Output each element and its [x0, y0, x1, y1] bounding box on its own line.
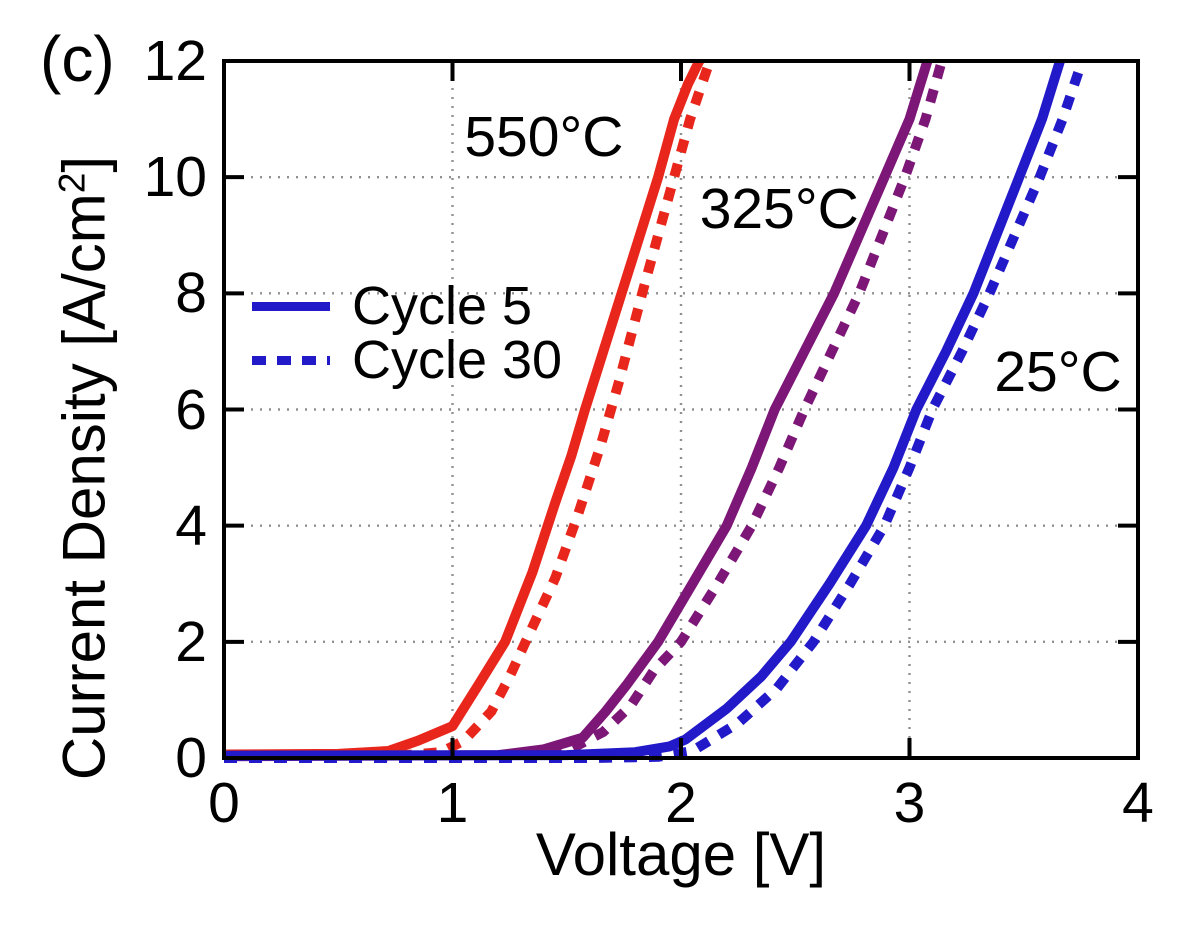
x-tick-label-2: 2 — [665, 771, 697, 835]
y-tick-label-10: 10 — [143, 145, 207, 210]
legend-label-cycle30: Cycle 30 — [352, 330, 563, 390]
y-tick-label-0: 0 — [175, 726, 207, 790]
x-tick-label-4: 4 — [1122, 771, 1154, 835]
x-axis-title: Voltage [V] — [535, 821, 827, 888]
annotation-25-c: 25°C — [994, 339, 1122, 404]
x-tick-label-3: 3 — [893, 771, 926, 835]
x-tick-label-0: 0 — [208, 771, 240, 835]
y-tick-label-12: 12 — [143, 29, 207, 93]
panel-label: (c) — [40, 23, 115, 95]
y-axis-title: Current Density [A/cm2] — [50, 156, 119, 780]
y-axis-title-close: ] — [50, 155, 118, 173]
y-axis-title-superscript: 2 — [50, 172, 93, 194]
x-tick-label-1: 1 — [436, 771, 469, 835]
curve-25-c-cycle-5 — [224, 61, 1066, 761]
legend-solid-line-swatch — [252, 301, 330, 311]
y-axis-title-main: Current Density [A/cm — [50, 193, 118, 781]
y-tick-label-6: 6 — [175, 377, 207, 442]
legend-dashed-line-swatch — [252, 355, 330, 365]
curves-group — [224, 61, 1088, 763]
annotation-325-c: 325°C — [699, 177, 859, 242]
legend-entry-cycle30: Cycle 30 — [252, 333, 562, 387]
curve-325-c-cycle-30 — [224, 61, 947, 763]
legend-label-cycle5: Cycle 5 — [352, 276, 533, 336]
y-tick-label-8: 8 — [175, 261, 207, 326]
curve-550-c-cycle-5 — [224, 61, 705, 760]
legend-entry-cycle5: Cycle 5 — [252, 279, 562, 333]
y-tick-label-4: 4 — [175, 493, 207, 558]
curve-325-c-cycle-5 — [224, 61, 933, 762]
legend: Cycle 5 Cycle 30 — [252, 279, 562, 387]
annotation-550-c: 550°C — [464, 104, 624, 169]
y-tick-label-2: 2 — [175, 609, 207, 674]
